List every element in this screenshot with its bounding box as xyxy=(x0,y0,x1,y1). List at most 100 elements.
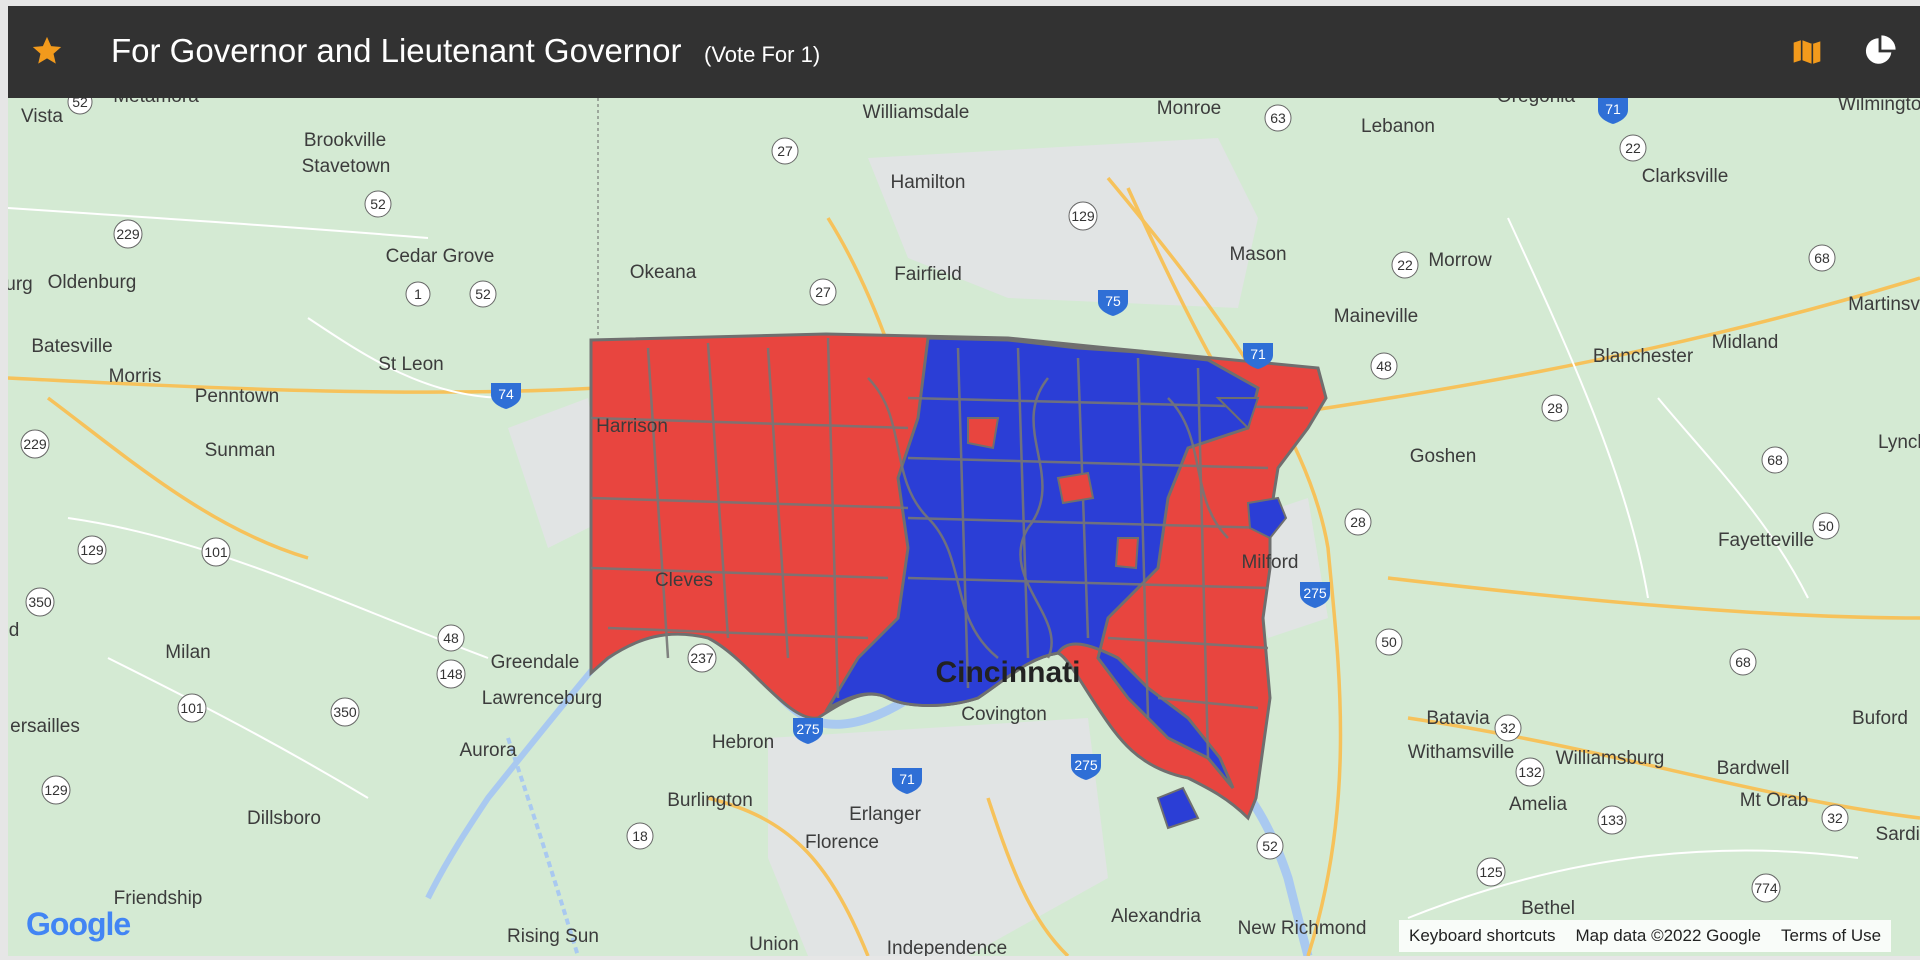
place-label: Rising Sun xyxy=(507,926,599,947)
place-label: Sunman xyxy=(205,440,276,461)
svg-text:48: 48 xyxy=(1376,358,1392,374)
place-label: Fayetteville xyxy=(1718,530,1814,551)
place-label: Independence xyxy=(887,938,1007,956)
contest-header: For Governor and Lieutenant Governor (Vo… xyxy=(8,6,1920,98)
place-label: Florence xyxy=(805,832,879,853)
svg-text:63: 63 xyxy=(1270,110,1286,126)
svg-text:74: 74 xyxy=(498,386,514,402)
svg-text:27: 27 xyxy=(815,284,831,300)
svg-text:350: 350 xyxy=(333,704,357,720)
place-label: Amelia xyxy=(1509,794,1568,815)
place-label: Mt Orab xyxy=(1740,790,1809,811)
place-label: Morrow xyxy=(1428,250,1492,271)
svg-text:1: 1 xyxy=(414,286,422,302)
place-label: Harrison xyxy=(596,416,668,437)
map-data-label: Map data ©2022 Google xyxy=(1575,926,1761,945)
keyboard-shortcuts-link[interactable]: Keyboard shortcuts xyxy=(1409,926,1556,945)
place-label: ersailles xyxy=(10,716,80,737)
place-label: Milford xyxy=(1241,552,1298,573)
place-label: St Leon xyxy=(378,354,444,375)
svg-text:52: 52 xyxy=(370,196,386,212)
svg-text:125: 125 xyxy=(1479,864,1503,880)
place-label: Clarksville xyxy=(1642,166,1729,187)
place-label: Erlanger xyxy=(849,804,921,825)
svg-text:50: 50 xyxy=(1818,518,1834,534)
place-label: Fairfield xyxy=(894,264,962,285)
svg-text:52: 52 xyxy=(1262,838,1278,854)
place-label: Metamora xyxy=(113,98,199,107)
map-attribution: Keyboard shortcuts Map data ©2022 Google… xyxy=(1399,920,1892,952)
place-label: Milan xyxy=(165,642,210,663)
svg-text:237: 237 xyxy=(690,650,714,666)
svg-text:75: 75 xyxy=(1105,293,1121,309)
place-label: urg xyxy=(8,274,33,295)
place-label: Friendship xyxy=(114,888,203,909)
place-label: Lebanon xyxy=(1361,116,1435,137)
svg-text:132: 132 xyxy=(1518,764,1542,780)
svg-text:71: 71 xyxy=(899,771,915,787)
election-map[interactable]: 52 27 63 22 52 129 229 1 52 27 22 68 48 … xyxy=(8,98,1920,956)
svg-text:27: 27 xyxy=(777,143,793,159)
svg-text:52: 52 xyxy=(475,286,491,302)
svg-text:22: 22 xyxy=(1625,140,1641,156)
svg-text:68: 68 xyxy=(1767,452,1783,468)
place-label: Goshen xyxy=(1410,446,1477,467)
place-label: Martinsv xyxy=(1848,294,1920,315)
star-icon[interactable] xyxy=(30,34,64,68)
place-label: Wilmington xyxy=(1838,98,1920,115)
google-logo[interactable]: Google xyxy=(26,906,131,942)
pie-chart-icon[interactable] xyxy=(1863,34,1897,68)
svg-text:101: 101 xyxy=(204,544,228,560)
svg-text:32: 32 xyxy=(1827,810,1843,826)
place-label: Cedar Grove xyxy=(386,246,495,267)
svg-text:28: 28 xyxy=(1547,400,1563,416)
place-label: Bardwell xyxy=(1717,758,1790,779)
svg-text:229: 229 xyxy=(23,436,47,452)
place-label: Oldenburg xyxy=(48,272,137,293)
place-label: Union xyxy=(749,934,799,955)
place-label: Greendale xyxy=(491,652,580,673)
svg-text:71: 71 xyxy=(1605,101,1621,117)
svg-text:133: 133 xyxy=(1600,812,1624,828)
svg-text:129: 129 xyxy=(44,782,68,798)
place-label: Oregonia xyxy=(1497,98,1576,107)
svg-text:32: 32 xyxy=(1500,720,1516,736)
vote-for-label: (Vote For 1) xyxy=(704,42,821,67)
place-label: Cleves xyxy=(655,570,713,591)
place-label: Monroe xyxy=(1157,98,1221,119)
svg-text:68: 68 xyxy=(1814,250,1830,266)
place-label: Batesville xyxy=(31,336,112,357)
place-label: Bethel xyxy=(1521,898,1575,919)
place-label: Withamsville xyxy=(1408,742,1515,763)
svg-text:275: 275 xyxy=(796,721,820,737)
place-label: Mason xyxy=(1229,244,1286,265)
place-label: New Richmond xyxy=(1238,918,1367,939)
place-label: Sardin xyxy=(1876,824,1920,845)
svg-text:18: 18 xyxy=(632,828,648,844)
terms-link[interactable]: Terms of Use xyxy=(1780,926,1882,945)
place-label: Blanchester xyxy=(1593,346,1694,367)
place-label: Hamilton xyxy=(891,172,966,193)
svg-text:68: 68 xyxy=(1735,654,1751,670)
place-label: Vista xyxy=(21,106,63,127)
svg-text:101: 101 xyxy=(180,700,204,716)
map-icon[interactable] xyxy=(1790,36,1824,68)
place-label: Midland xyxy=(1712,332,1779,353)
place-label: Burlington xyxy=(667,790,753,811)
contest-title: For Governor and Lieutenant Governor xyxy=(111,32,682,69)
place-label: Williamsburg xyxy=(1556,748,1665,769)
place-label: Maineville xyxy=(1334,306,1418,327)
place-label: Dillsboro xyxy=(247,808,321,829)
svg-text:229: 229 xyxy=(116,226,140,242)
svg-text:22: 22 xyxy=(1397,257,1413,273)
place-label: Okeana xyxy=(630,262,697,283)
place-label: Alexandria xyxy=(1111,906,1201,927)
svg-text:129: 129 xyxy=(80,542,104,558)
place-label: Lawrenceburg xyxy=(482,688,602,709)
svg-text:28: 28 xyxy=(1350,514,1366,530)
place-label: Batavia xyxy=(1426,708,1490,729)
place-label: Stavetown xyxy=(302,156,391,177)
svg-text:774: 774 xyxy=(1754,880,1778,896)
place-label: Hebron xyxy=(712,732,774,753)
place-label: Cincinnati xyxy=(935,656,1080,689)
